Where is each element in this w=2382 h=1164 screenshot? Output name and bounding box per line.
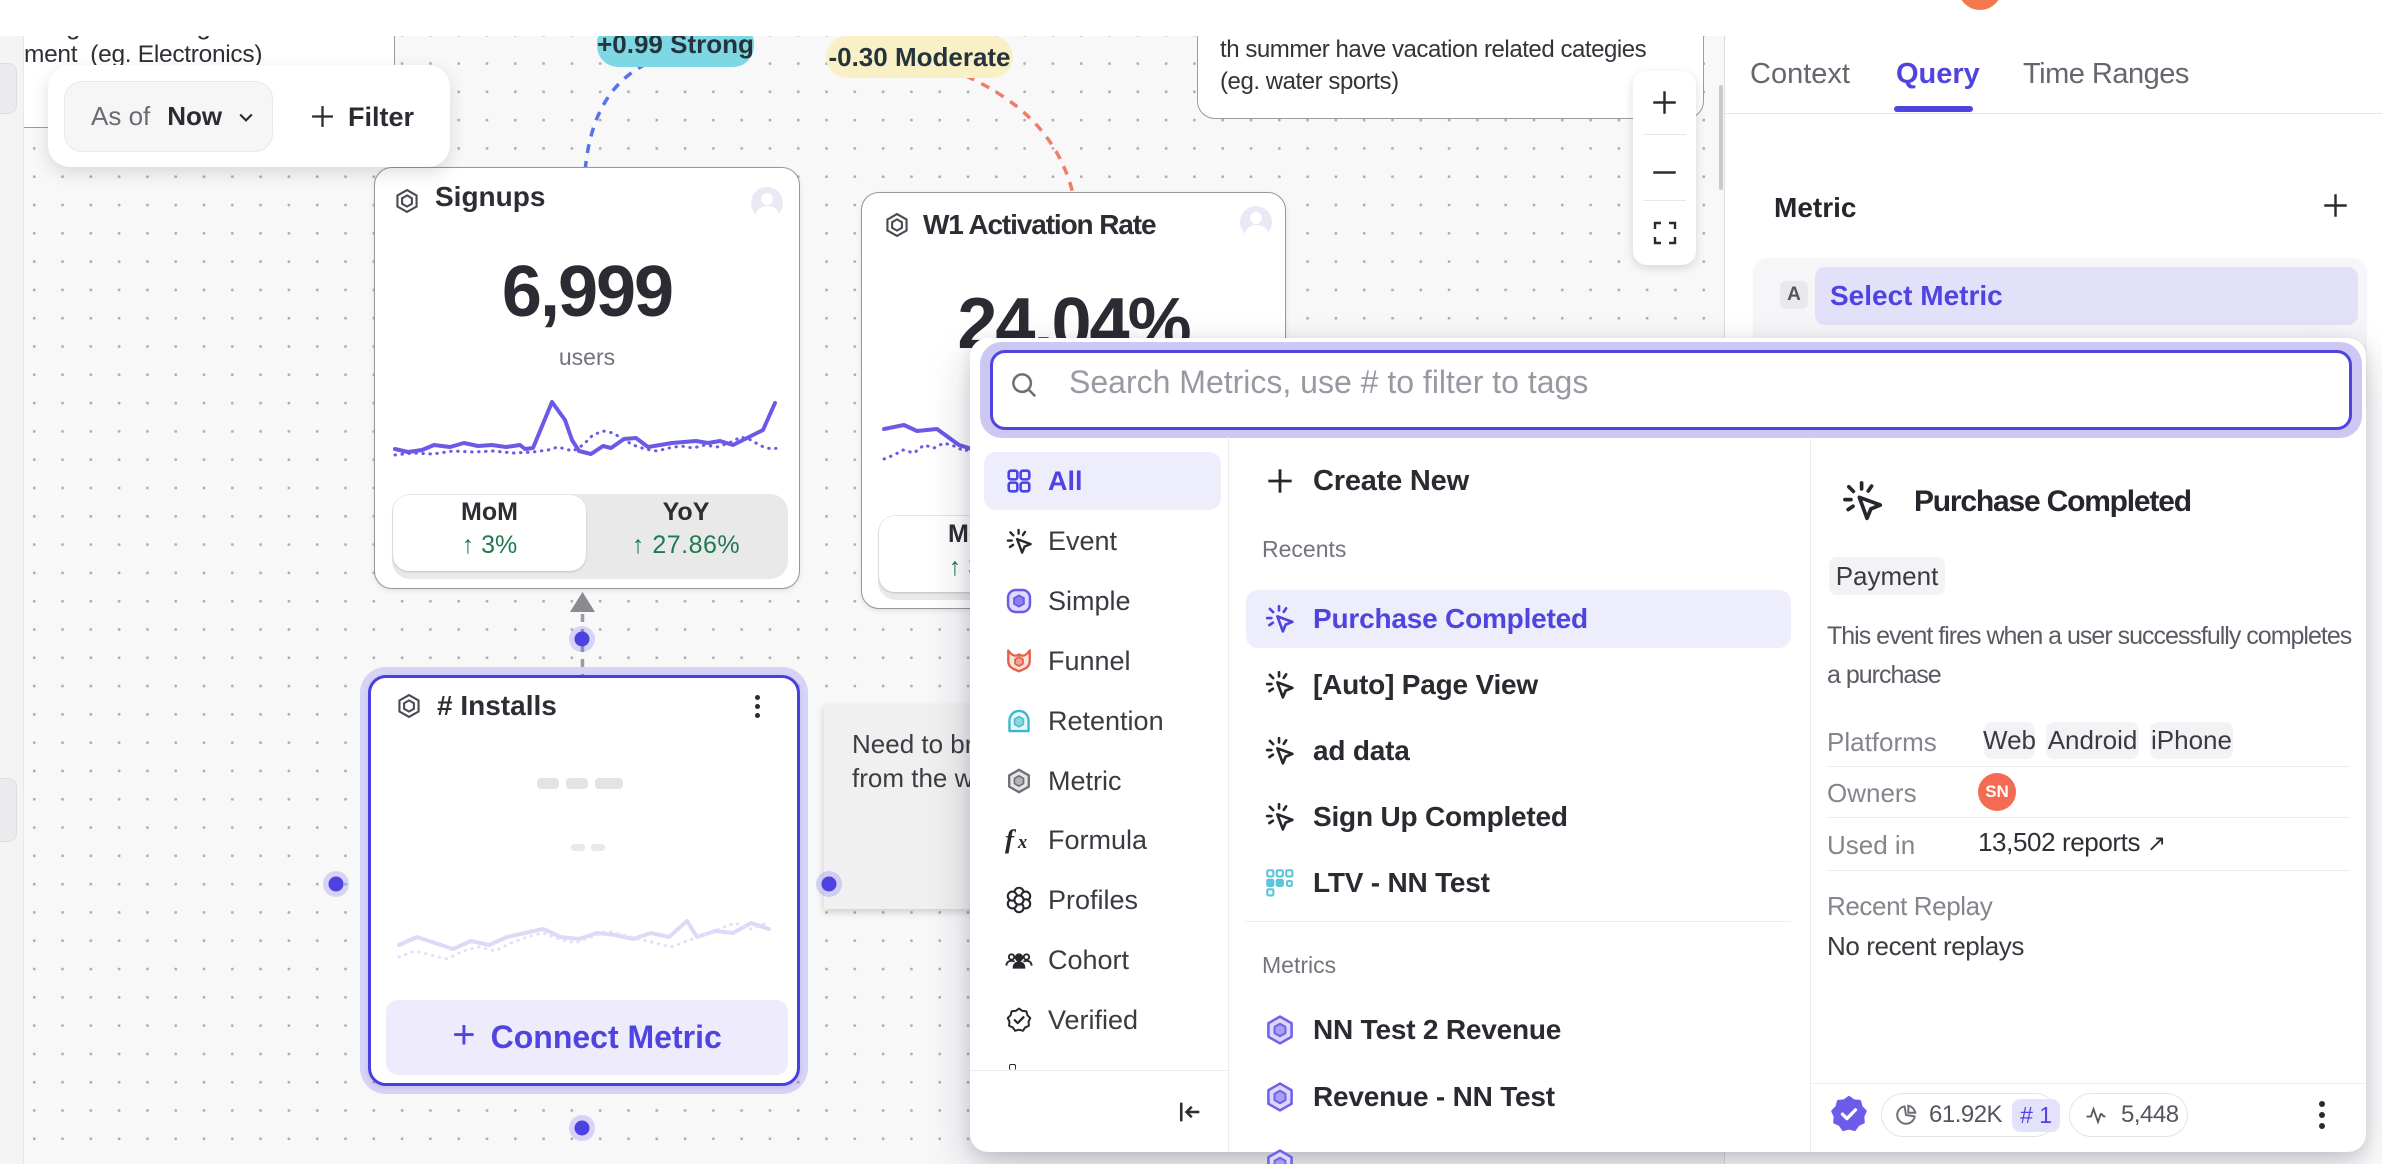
svg-text:x: x <box>1017 832 1027 853</box>
svg-text:f: f <box>1005 826 1017 854</box>
